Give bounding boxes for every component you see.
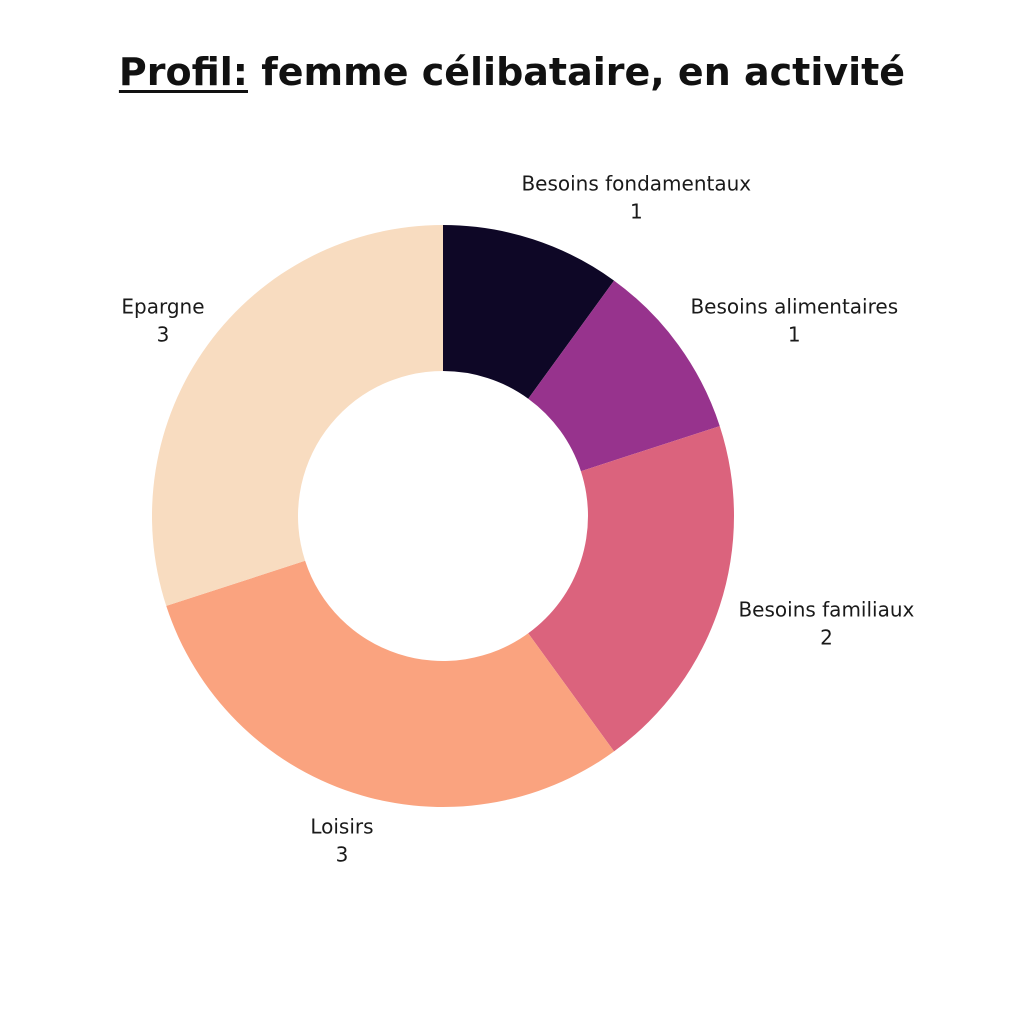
slice-loisirs [166, 560, 615, 808]
slice-besoins-familiaux [528, 426, 735, 752]
slice-value-besoins-alimentaires: 1 [788, 322, 801, 346]
slice-value-besoins-familiaux: 2 [820, 625, 833, 649]
slice-value-besoins-fondamentaux: 1 [630, 200, 643, 224]
chart-title: Profil: femme célibataire, en activité [0, 50, 1024, 94]
slice-label-epargne: Epargne [121, 294, 204, 318]
slice-value-loisirs: 3 [336, 842, 349, 866]
slice-label-besoins-familiaux: Besoins familiaux [738, 597, 914, 621]
slice-value-epargne: 3 [157, 322, 170, 346]
chart-title-prefix: Profil: [118, 50, 248, 94]
slice-label-besoins-alimentaires: Besoins alimentaires [690, 294, 898, 318]
slice-besoins-alimentaires [528, 280, 720, 472]
chart-title-text: femme célibataire, en activité [261, 50, 906, 94]
slice-epargne [151, 225, 443, 606]
slice-besoins-fondamentaux [443, 225, 615, 399]
slice-label-besoins-fondamentaux: Besoins fondamentaux [521, 172, 751, 196]
slice-label-loisirs: Loisirs [310, 814, 373, 838]
